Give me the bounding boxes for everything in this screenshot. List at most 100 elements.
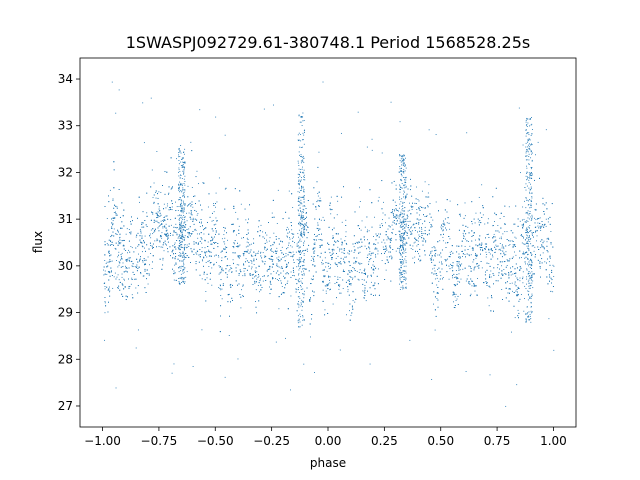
data-point <box>218 273 220 275</box>
data-point <box>463 235 465 237</box>
data-point <box>162 185 163 186</box>
data-point <box>272 259 274 261</box>
data-point <box>333 249 335 251</box>
data-point <box>537 246 539 248</box>
data-point <box>304 218 306 219</box>
data-point <box>298 265 299 267</box>
data-point <box>290 245 292 247</box>
data-point <box>519 277 521 279</box>
data-point <box>225 268 227 270</box>
data-point <box>377 200 379 202</box>
data-point <box>118 261 120 263</box>
data-point <box>266 241 268 243</box>
data-point <box>329 279 330 281</box>
data-point <box>389 246 391 248</box>
data-point <box>120 266 122 268</box>
data-point <box>177 215 179 217</box>
data-point <box>335 263 337 265</box>
data-point <box>551 203 553 205</box>
data-point <box>546 276 548 278</box>
data-point <box>480 244 482 246</box>
data-point <box>492 225 494 227</box>
data-point <box>216 201 218 203</box>
data-point <box>454 284 456 286</box>
data-point <box>214 255 216 257</box>
data-point <box>224 256 226 258</box>
data-point <box>348 270 350 272</box>
data-point <box>441 224 442 226</box>
data-point <box>258 250 260 252</box>
data-point <box>190 218 192 220</box>
data-point <box>481 243 483 245</box>
data-point <box>282 256 284 258</box>
data-point <box>349 319 351 321</box>
data-point <box>229 315 230 317</box>
data-point <box>116 276 118 278</box>
data-point <box>485 237 486 239</box>
data-point <box>545 225 547 227</box>
data-point <box>248 252 250 254</box>
data-point <box>256 258 257 260</box>
data-point <box>395 184 397 186</box>
data-point <box>202 225 203 227</box>
data-point <box>160 246 162 248</box>
data-point <box>306 222 308 224</box>
data-point <box>299 254 301 255</box>
data-point <box>201 221 202 223</box>
data-point <box>439 278 441 280</box>
data-point <box>528 271 530 273</box>
data-point <box>244 208 246 210</box>
data-point <box>164 234 166 235</box>
data-point <box>108 195 110 197</box>
data-point <box>459 264 461 265</box>
data-point <box>104 288 106 290</box>
data-point <box>203 265 205 267</box>
data-point <box>312 275 314 277</box>
data-point <box>339 262 341 264</box>
data-point <box>504 231 506 233</box>
data-point <box>317 224 319 226</box>
data-point <box>181 244 183 246</box>
data-point <box>303 195 305 197</box>
data-point <box>410 233 412 235</box>
data-point <box>469 295 471 297</box>
data-point <box>146 273 148 275</box>
data-point <box>203 273 205 275</box>
data-point <box>478 265 480 267</box>
data-point <box>195 242 197 244</box>
data-point <box>121 282 123 284</box>
data-point <box>237 242 238 244</box>
data-point <box>332 235 334 237</box>
data-point <box>392 221 394 223</box>
data-point <box>535 230 536 232</box>
data-point <box>311 314 313 315</box>
data-point <box>170 224 172 226</box>
data-point <box>186 244 188 246</box>
data-point <box>509 292 510 294</box>
data-point <box>419 227 420 229</box>
data-point <box>292 233 294 235</box>
data-point <box>258 275 260 277</box>
data-point <box>146 244 148 246</box>
data-point <box>424 220 426 222</box>
data-point <box>157 197 159 199</box>
data-point <box>544 261 546 263</box>
data-point <box>267 275 269 277</box>
data-point <box>209 255 211 257</box>
data-point <box>186 212 187 214</box>
data-point <box>356 270 358 272</box>
data-point <box>186 255 188 257</box>
data-point <box>276 247 278 249</box>
data-point <box>203 229 205 231</box>
data-point <box>539 225 541 227</box>
data-point <box>237 255 239 257</box>
data-point <box>191 150 193 152</box>
data-point <box>242 285 244 287</box>
data-point <box>448 222 450 224</box>
data-point <box>458 214 460 216</box>
data-point <box>524 187 526 188</box>
data-point <box>180 232 182 234</box>
data-point <box>326 285 328 287</box>
data-point <box>156 151 158 152</box>
data-point <box>173 279 175 281</box>
